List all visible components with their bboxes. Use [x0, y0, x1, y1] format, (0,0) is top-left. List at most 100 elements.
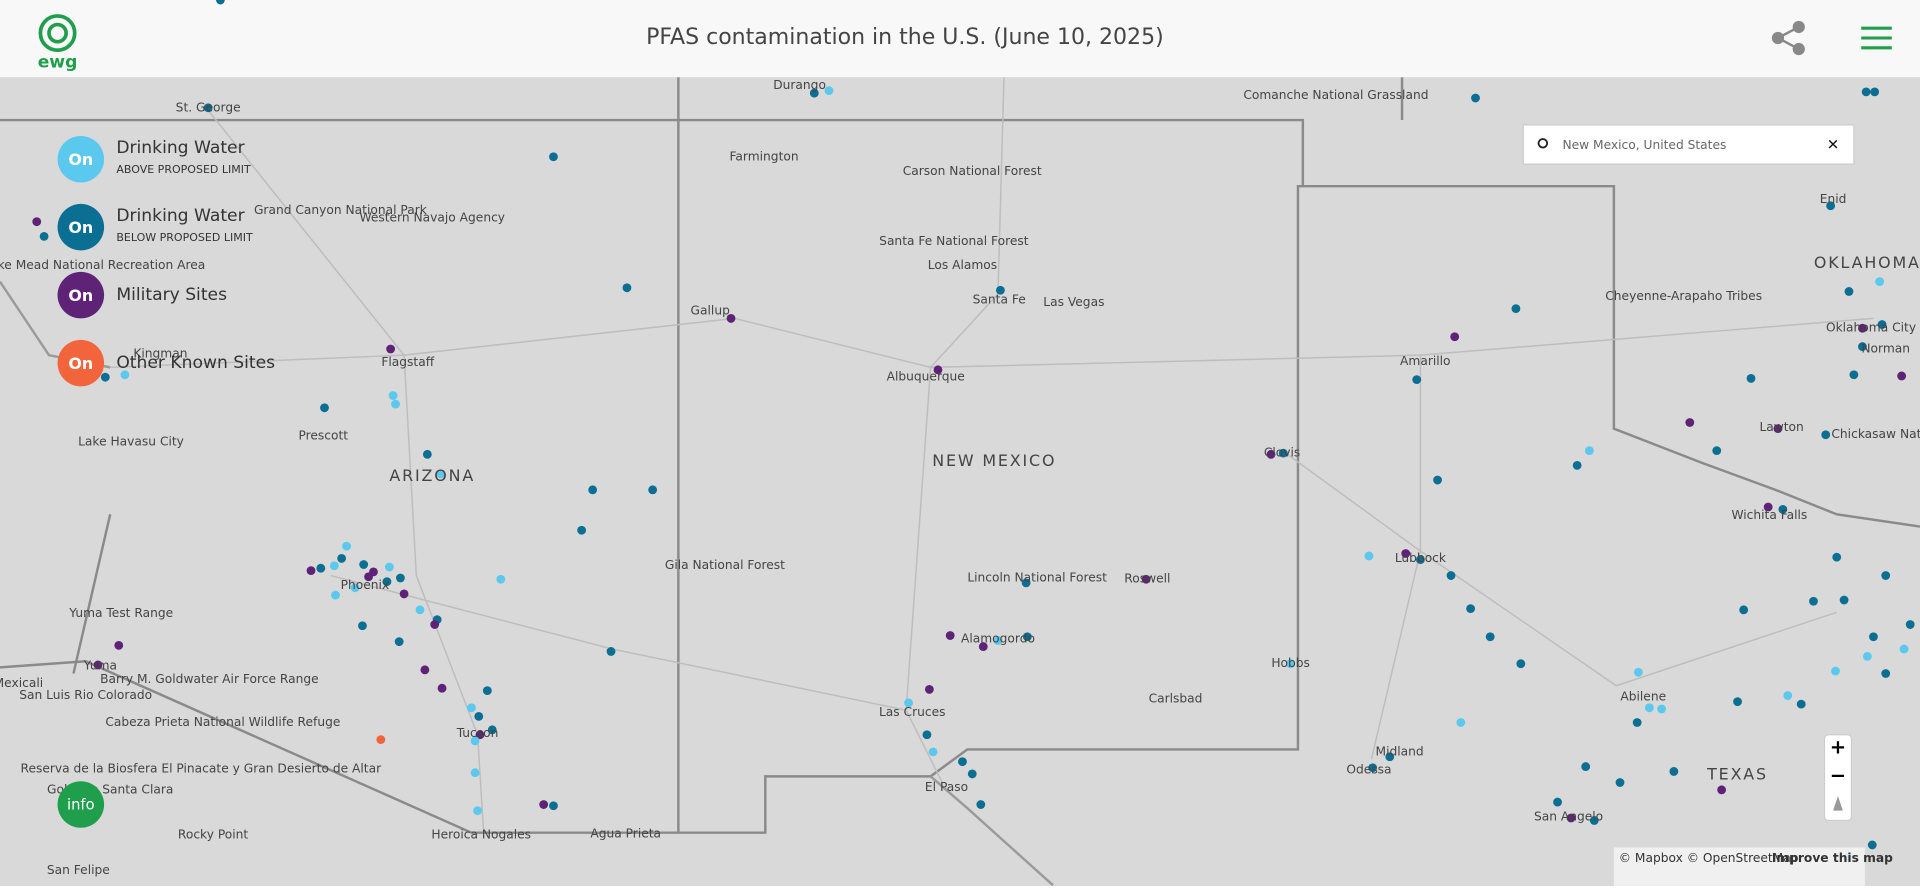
site-dot[interactable] [588, 485, 598, 495]
site-dot[interactable] [329, 561, 339, 571]
site-dot[interactable] [420, 665, 430, 675]
site-dot[interactable] [331, 590, 340, 600]
site-dot[interactable] [1446, 571, 1456, 580]
site-dot[interactable] [364, 572, 373, 582]
site-dot[interactable] [473, 806, 482, 816]
site-dot[interactable] [1821, 430, 1831, 440]
site-dot[interactable] [606, 647, 616, 656]
attribution-link[interactable]: Improve this map [1772, 851, 1893, 865]
site-dot[interactable] [475, 730, 485, 740]
site-dot[interactable] [1844, 287, 1854, 296]
site-dot[interactable] [1466, 604, 1476, 614]
site-dot[interactable] [996, 285, 1005, 295]
site-dot[interactable] [316, 563, 326, 573]
site-dot[interactable] [1615, 778, 1625, 787]
site-dot[interactable] [1141, 574, 1151, 584]
site-dot[interactable] [203, 103, 213, 113]
site-dot[interactable] [577, 525, 587, 535]
site-dot[interactable] [1581, 762, 1591, 771]
site-dot[interactable] [1877, 320, 1887, 329]
site-dot[interactable] [1589, 816, 1599, 825]
site-dot[interactable] [1368, 763, 1378, 773]
compass[interactable] [1833, 795, 1843, 811]
site-dot[interactable] [1685, 418, 1695, 427]
site-dot[interactable] [1416, 555, 1425, 565]
legend-item[interactable]: On Other Known Sites [57, 339, 276, 387]
site-dot[interactable] [384, 562, 394, 572]
site-dot[interactable] [1717, 785, 1727, 795]
site-dot[interactable] [1632, 718, 1642, 727]
site-dot[interactable] [32, 217, 42, 227]
site-dot[interactable] [1364, 551, 1374, 561]
site-dot[interactable] [1712, 446, 1722, 456]
site-dot[interactable] [1861, 87, 1871, 97]
toggle-button[interactable] [57, 339, 105, 387]
site-dot[interactable] [1401, 549, 1411, 558]
site-dot[interactable] [114, 640, 124, 650]
share-button[interactable] [1771, 20, 1805, 56]
site-dot[interactable] [1572, 460, 1582, 470]
site-dot[interactable] [1875, 277, 1884, 287]
site-dot[interactable] [399, 589, 409, 599]
legend-item[interactable]: On Military Sites [57, 271, 228, 319]
site-dot[interactable] [1633, 667, 1643, 677]
search-clear[interactable]: ✕ [1827, 137, 1839, 154]
site-dot[interactable] [539, 800, 549, 809]
site-dot[interactable] [1553, 797, 1562, 807]
site-dot[interactable] [648, 485, 658, 495]
site-dot[interactable] [100, 372, 110, 382]
site-dot[interactable] [1450, 332, 1460, 342]
site-dot[interactable] [358, 621, 367, 631]
site-dot[interactable] [1849, 370, 1859, 380]
site-dot[interactable] [1778, 505, 1788, 514]
site-dot[interactable] [1584, 446, 1594, 456]
site-dot[interactable] [1739, 605, 1749, 615]
site-dot[interactable] [337, 554, 347, 563]
site-dot[interactable] [422, 449, 432, 459]
site-dot[interactable] [1832, 552, 1842, 562]
site-dot[interactable] [1897, 371, 1907, 381]
site-dot[interactable] [1870, 87, 1880, 97]
site-dot[interactable] [1657, 704, 1667, 714]
site-dot[interactable] [993, 636, 1003, 645]
toggle-button[interactable] [57, 135, 105, 183]
site-dot[interactable] [958, 757, 967, 767]
site-dot[interactable] [391, 399, 400, 409]
site-dot[interactable] [120, 370, 130, 380]
site-dot[interactable] [482, 686, 492, 696]
site-dot[interactable] [382, 577, 392, 587]
site-dot[interactable] [904, 698, 913, 708]
site-dot[interactable] [1869, 632, 1878, 642]
site-dot[interactable] [1746, 374, 1756, 383]
site-dot[interactable] [976, 800, 986, 809]
site-dot[interactable] [726, 314, 736, 323]
site-dot[interactable] [1867, 840, 1877, 850]
site-dot[interactable] [487, 725, 497, 735]
site-dot[interactable] [1266, 449, 1276, 459]
info-button[interactable]: info [57, 781, 105, 828]
legend-item[interactable]: On Drinking Water ABOVE PROPOSED LIMIT [57, 135, 252, 183]
site-dot[interactable] [1433, 475, 1442, 485]
site-dot[interactable] [924, 685, 934, 694]
site-dot[interactable] [1516, 659, 1526, 669]
site-dot[interactable] [1881, 669, 1891, 678]
site-dot[interactable] [967, 769, 977, 779]
toggle-button[interactable] [57, 271, 105, 319]
site-dot[interactable] [376, 735, 386, 745]
site-dot[interactable] [824, 86, 834, 96]
site-dot[interactable] [922, 730, 932, 740]
site-dot[interactable] [928, 747, 938, 757]
site-dot[interactable] [978, 642, 988, 651]
site-dot[interactable] [386, 344, 396, 354]
site-dot[interactable] [945, 631, 955, 640]
site-dot[interactable] [1899, 644, 1909, 654]
site-dot[interactable] [1862, 651, 1872, 661]
site-dot[interactable] [1511, 304, 1521, 314]
site-dot[interactable] [1831, 666, 1840, 676]
site-dot[interactable] [216, 0, 225, 5]
legend-item[interactable]: On Drinking Water BELOW PROPOSED LIMIT [57, 203, 253, 251]
site-dot[interactable] [1858, 342, 1867, 351]
menu-button[interactable] [1861, 26, 1892, 50]
site-dot[interactable] [93, 660, 103, 670]
site-dot[interactable] [467, 703, 476, 713]
